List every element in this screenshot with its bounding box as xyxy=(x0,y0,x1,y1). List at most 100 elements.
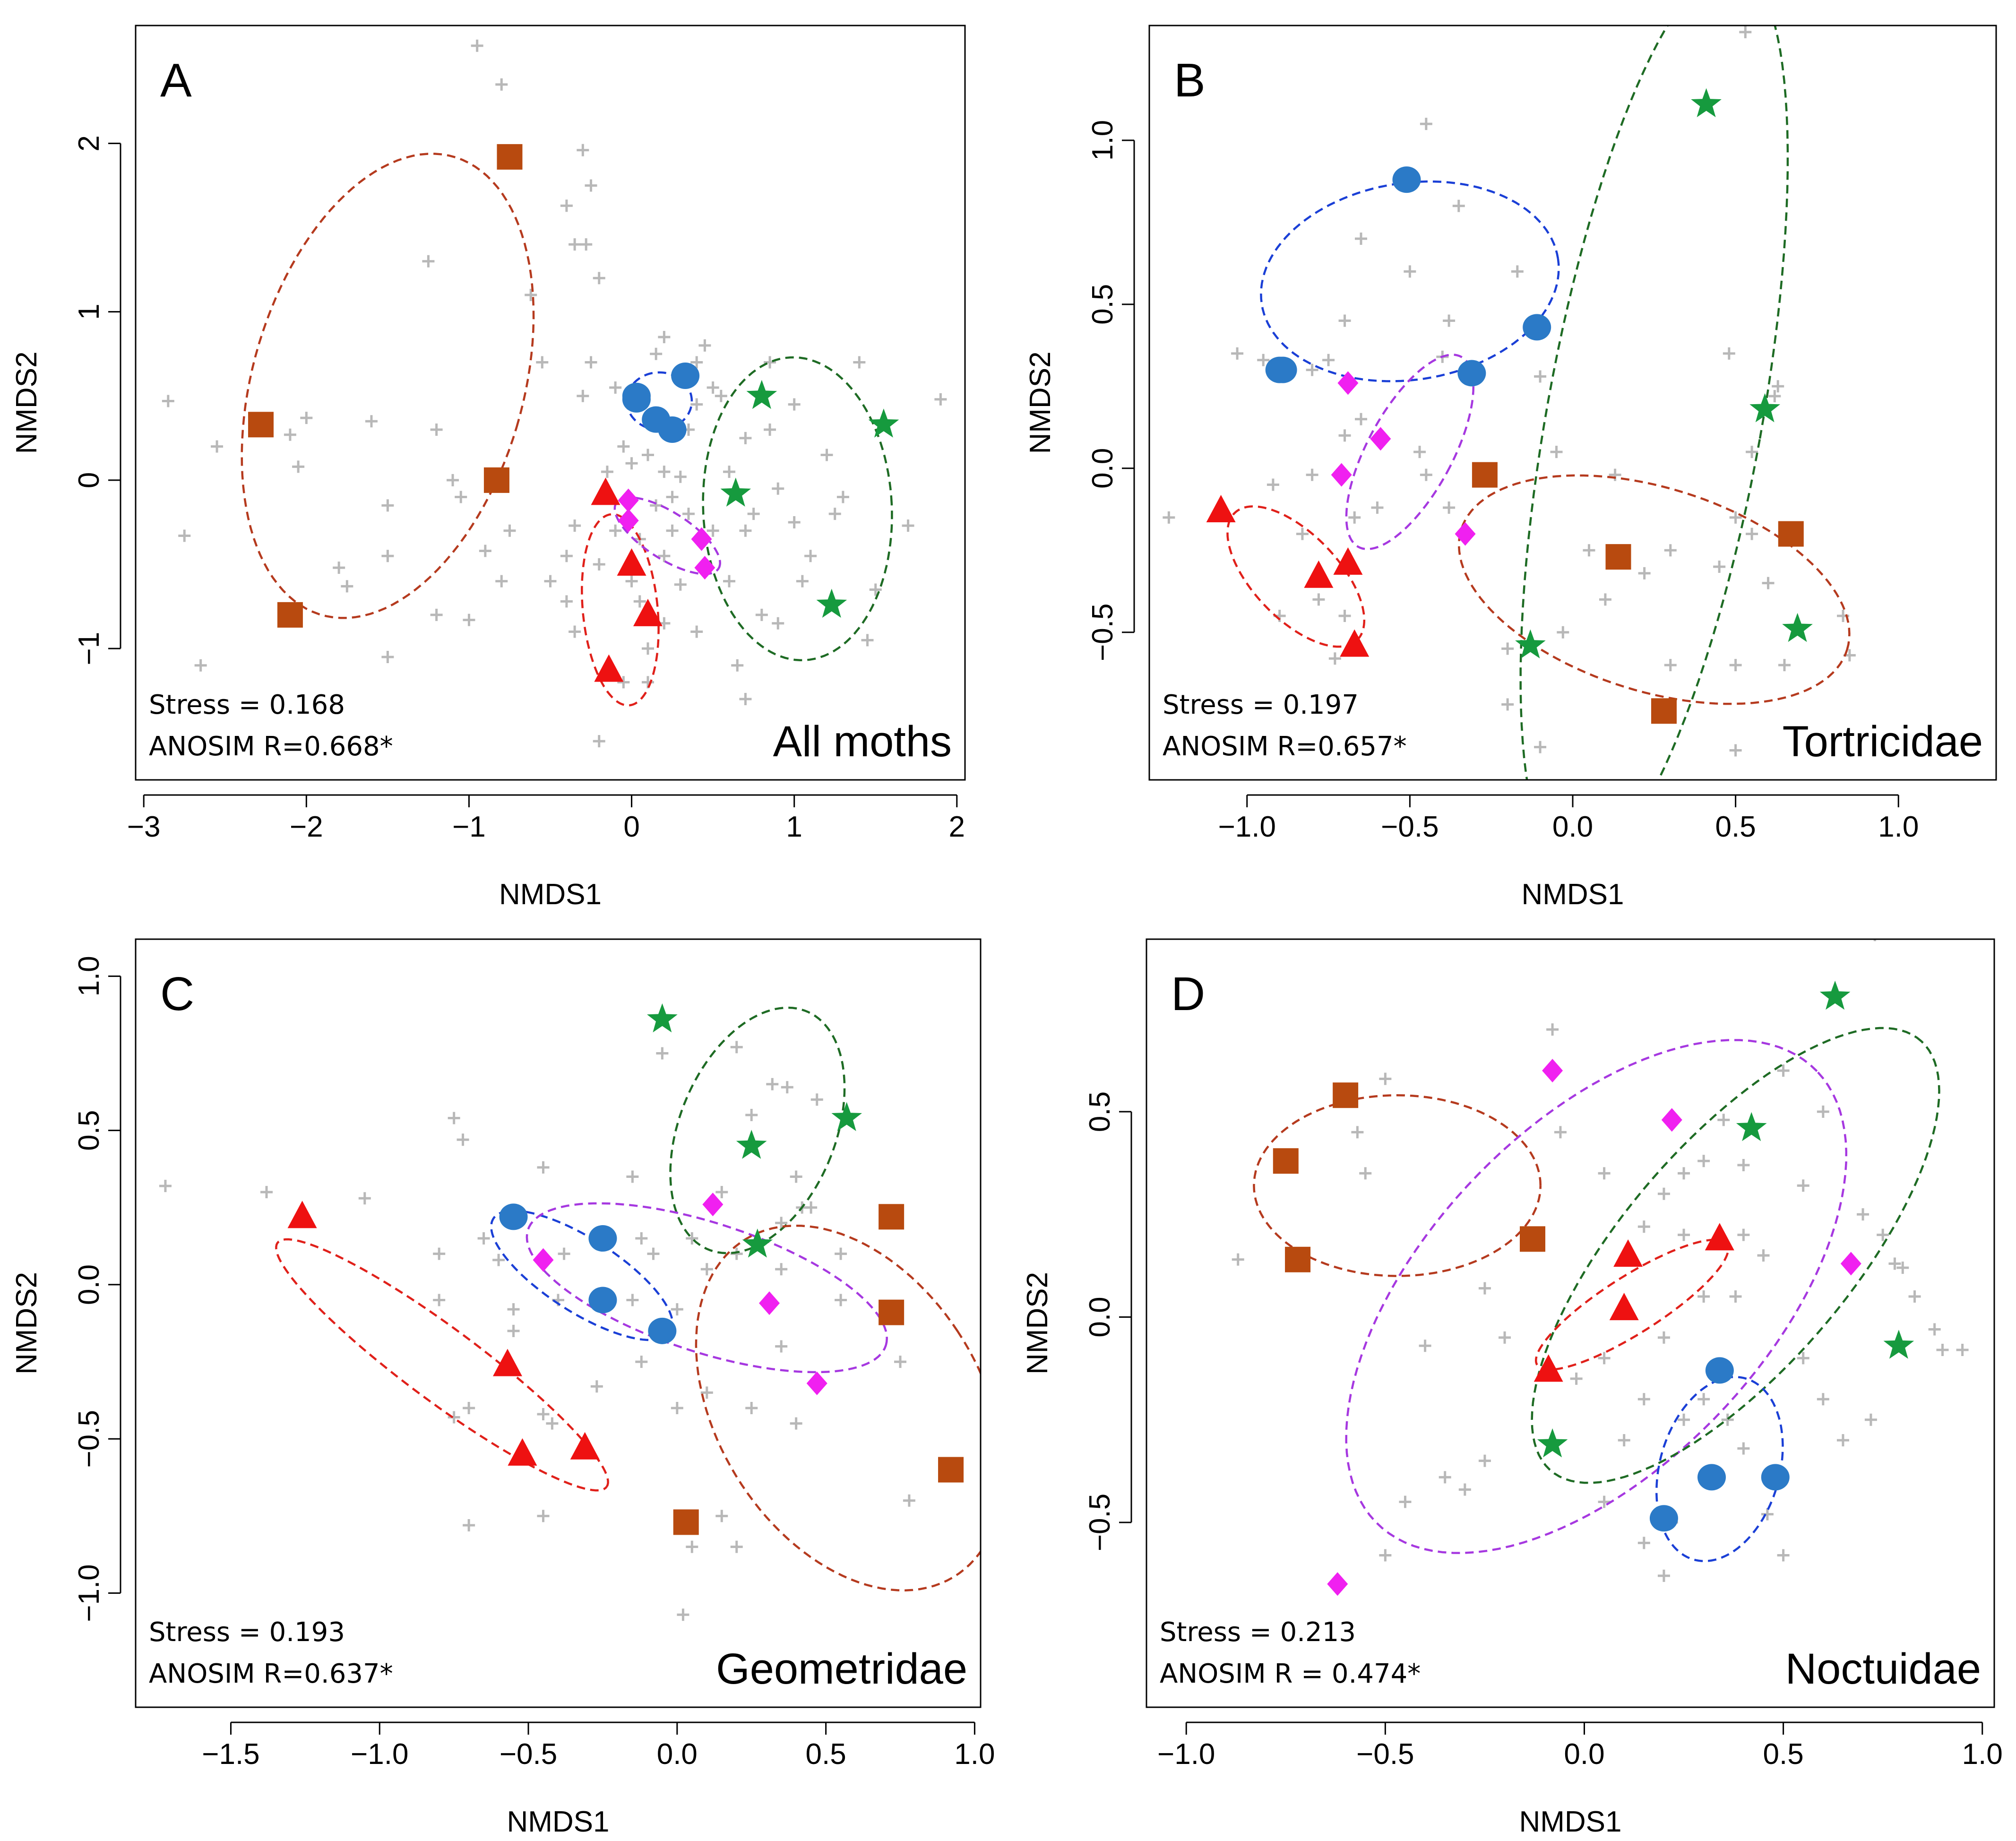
bg-cross-point xyxy=(698,339,711,352)
point-green xyxy=(1782,613,1813,642)
point-red xyxy=(492,1348,522,1376)
bg-cross-point xyxy=(560,199,573,212)
bg-cross-point xyxy=(1729,1290,1742,1303)
point-red xyxy=(570,1432,600,1460)
bg-cross-point xyxy=(804,550,817,562)
bg-cross-point xyxy=(658,331,671,344)
bg-cross-point xyxy=(796,575,809,588)
bg-cross-point xyxy=(162,395,174,407)
bg-cross-point xyxy=(641,642,654,655)
bg-cross-point xyxy=(1768,390,1781,403)
bg-cross-point xyxy=(686,1232,698,1245)
bg-cross-point xyxy=(1351,1126,1364,1139)
group-points xyxy=(248,144,899,682)
point-green xyxy=(831,1102,862,1131)
bg-cross-point xyxy=(1534,741,1547,753)
bg-cross-point xyxy=(1598,1495,1611,1508)
bg-cross-point xyxy=(1399,1495,1412,1508)
bg-cross-point xyxy=(1956,1343,1969,1356)
bg-cross-point xyxy=(1312,593,1325,606)
bg-cross-point xyxy=(546,1417,559,1430)
point-green xyxy=(736,1130,767,1159)
bg-cross-point xyxy=(835,1247,847,1260)
bg-cross-point xyxy=(507,1303,520,1316)
bg-cross-point xyxy=(764,356,776,369)
bg-cross-point xyxy=(1379,1072,1392,1085)
plot-frame xyxy=(1148,25,1997,781)
point-red xyxy=(594,654,624,682)
panel-letter: C xyxy=(160,968,194,1020)
bg-cross-point xyxy=(448,1411,460,1424)
anosim-label: ANOSIM R=0.668* xyxy=(149,731,393,762)
x-tick-label: 1.0 xyxy=(1878,811,1919,843)
bg-cross-point xyxy=(1657,1331,1670,1344)
bg-cross-point xyxy=(448,1112,460,1124)
point-magenta xyxy=(691,527,712,551)
ellipse-green xyxy=(702,356,893,662)
x-tick-label: 2 xyxy=(949,811,965,843)
ellipse-green xyxy=(1531,1027,1940,1484)
ellipse-red xyxy=(1226,505,1366,648)
bg-cross-point xyxy=(1443,501,1456,514)
bg-cross-point xyxy=(1777,1549,1790,1562)
point-blue xyxy=(671,363,700,389)
bg-cross-point xyxy=(656,1047,669,1060)
bg-cross-point xyxy=(1638,567,1651,579)
point-blue xyxy=(1457,360,1486,387)
bg-cross-point xyxy=(430,608,443,621)
bg-cross-point xyxy=(1637,1393,1650,1406)
bg-cross-point xyxy=(495,575,508,588)
bg-cross-point xyxy=(686,1540,698,1553)
point-magenta xyxy=(1542,1059,1563,1083)
bg-cross-point xyxy=(836,491,849,503)
bg-cross-point xyxy=(1371,501,1384,514)
bg-cross-point xyxy=(772,617,784,630)
bg-cross-point xyxy=(788,398,801,411)
bg-cross-point xyxy=(1637,1537,1650,1549)
bg-cross-point xyxy=(463,1401,475,1414)
bg-cross-point xyxy=(1678,1413,1690,1426)
point-magenta xyxy=(1337,371,1359,395)
bg-cross-point xyxy=(677,1608,689,1621)
bg-cross-point xyxy=(365,415,378,428)
bg-cross-point xyxy=(674,578,687,591)
bg-cross-point xyxy=(1817,1393,1829,1406)
point-green xyxy=(746,380,777,409)
y-axis: −0.5 0.0 0.5 NMDS2 xyxy=(1021,1091,1132,1551)
stress-label: Stress = 0.213 xyxy=(1160,1617,1356,1648)
ellipse-red xyxy=(275,1238,609,1492)
bg-cross-point xyxy=(1737,1158,1750,1171)
bg-cross-point xyxy=(260,1186,273,1199)
stress-label: Stress = 0.168 xyxy=(149,690,345,720)
x-tick-label: −0.5 xyxy=(1356,1738,1414,1771)
bg-cross-point xyxy=(934,393,947,406)
bg-cross-point xyxy=(805,1201,818,1214)
point-green xyxy=(868,408,899,438)
y-axis-title: NMDS2 xyxy=(10,351,43,454)
group-ellipses xyxy=(1253,1027,1940,1563)
panel-letter: D xyxy=(1171,968,1205,1020)
point-brown xyxy=(1519,1226,1545,1252)
bg-cross-point xyxy=(747,508,760,520)
family-title: Tortricidae xyxy=(1783,717,1983,766)
y-tick-label: 0.0 xyxy=(73,1264,105,1305)
bg-cross-point xyxy=(1761,1508,1774,1521)
plot-frame xyxy=(135,938,982,1708)
bg-cross-point xyxy=(507,1324,520,1337)
bg-cross-point xyxy=(671,1303,683,1316)
bg-cross-point xyxy=(1609,468,1621,481)
bg-cross-point xyxy=(739,432,752,444)
bg-cross-point xyxy=(1657,1569,1670,1582)
bg-cross-point xyxy=(731,659,744,672)
bg-cross-point xyxy=(569,238,581,251)
bg-cross-point xyxy=(1413,446,1426,458)
x-axis-title: NMDS1 xyxy=(499,878,602,911)
bg-cross-point xyxy=(626,1170,639,1183)
point-green xyxy=(1883,1330,1914,1359)
bg-cross-point xyxy=(433,1294,446,1306)
x-tick-label: −1.0 xyxy=(1157,1738,1215,1771)
point-red xyxy=(1304,560,1334,588)
bg-cross-point xyxy=(1757,1249,1770,1262)
bg-cross-point xyxy=(381,650,394,663)
x-tick-label: 1.0 xyxy=(954,1738,995,1771)
